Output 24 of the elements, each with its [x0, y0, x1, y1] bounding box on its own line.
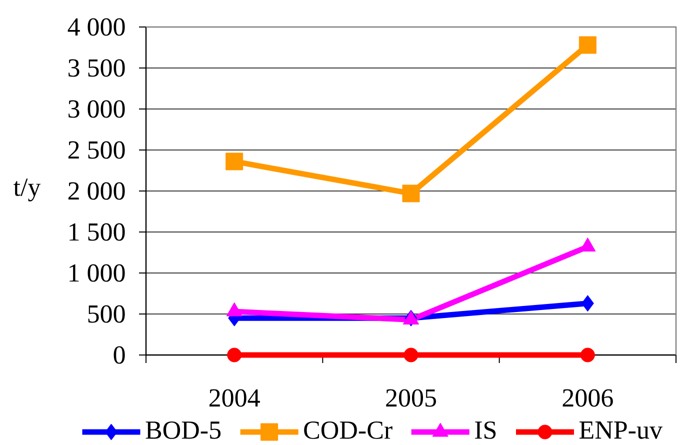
- point: [404, 348, 418, 362]
- y-tick-label: 4 000: [68, 18, 125, 36]
- legend-label: IS: [475, 421, 496, 439]
- y-tick-label: 1 000: [70, 264, 125, 282]
- x-tick-label: 2006: [562, 389, 613, 407]
- y-tick-label: 2 000: [68, 182, 125, 200]
- y-tick-label: 1 500: [70, 223, 125, 241]
- y-tick-label: 0: [114, 346, 125, 364]
- point: [580, 348, 595, 362]
- x-tick-label: 2005: [386, 389, 436, 407]
- point: [578, 36, 596, 54]
- y-tick-label: 3 500: [68, 59, 125, 77]
- y-tick-label: 500: [88, 305, 125, 323]
- legend-label: ENP-uv: [579, 422, 662, 439]
- point: [402, 184, 420, 202]
- y-tick-label: 3 000: [68, 100, 125, 118]
- legend-label: COD-Cr: [304, 421, 392, 439]
- point: [581, 295, 594, 312]
- point: [226, 152, 244, 170]
- y-axis-title: t/y: [14, 178, 41, 202]
- y-tick-label: 2 500: [68, 141, 125, 159]
- point: [227, 348, 242, 362]
- legend-label: BOD-5: [146, 421, 221, 439]
- x-tick-label: 2004: [209, 389, 260, 407]
